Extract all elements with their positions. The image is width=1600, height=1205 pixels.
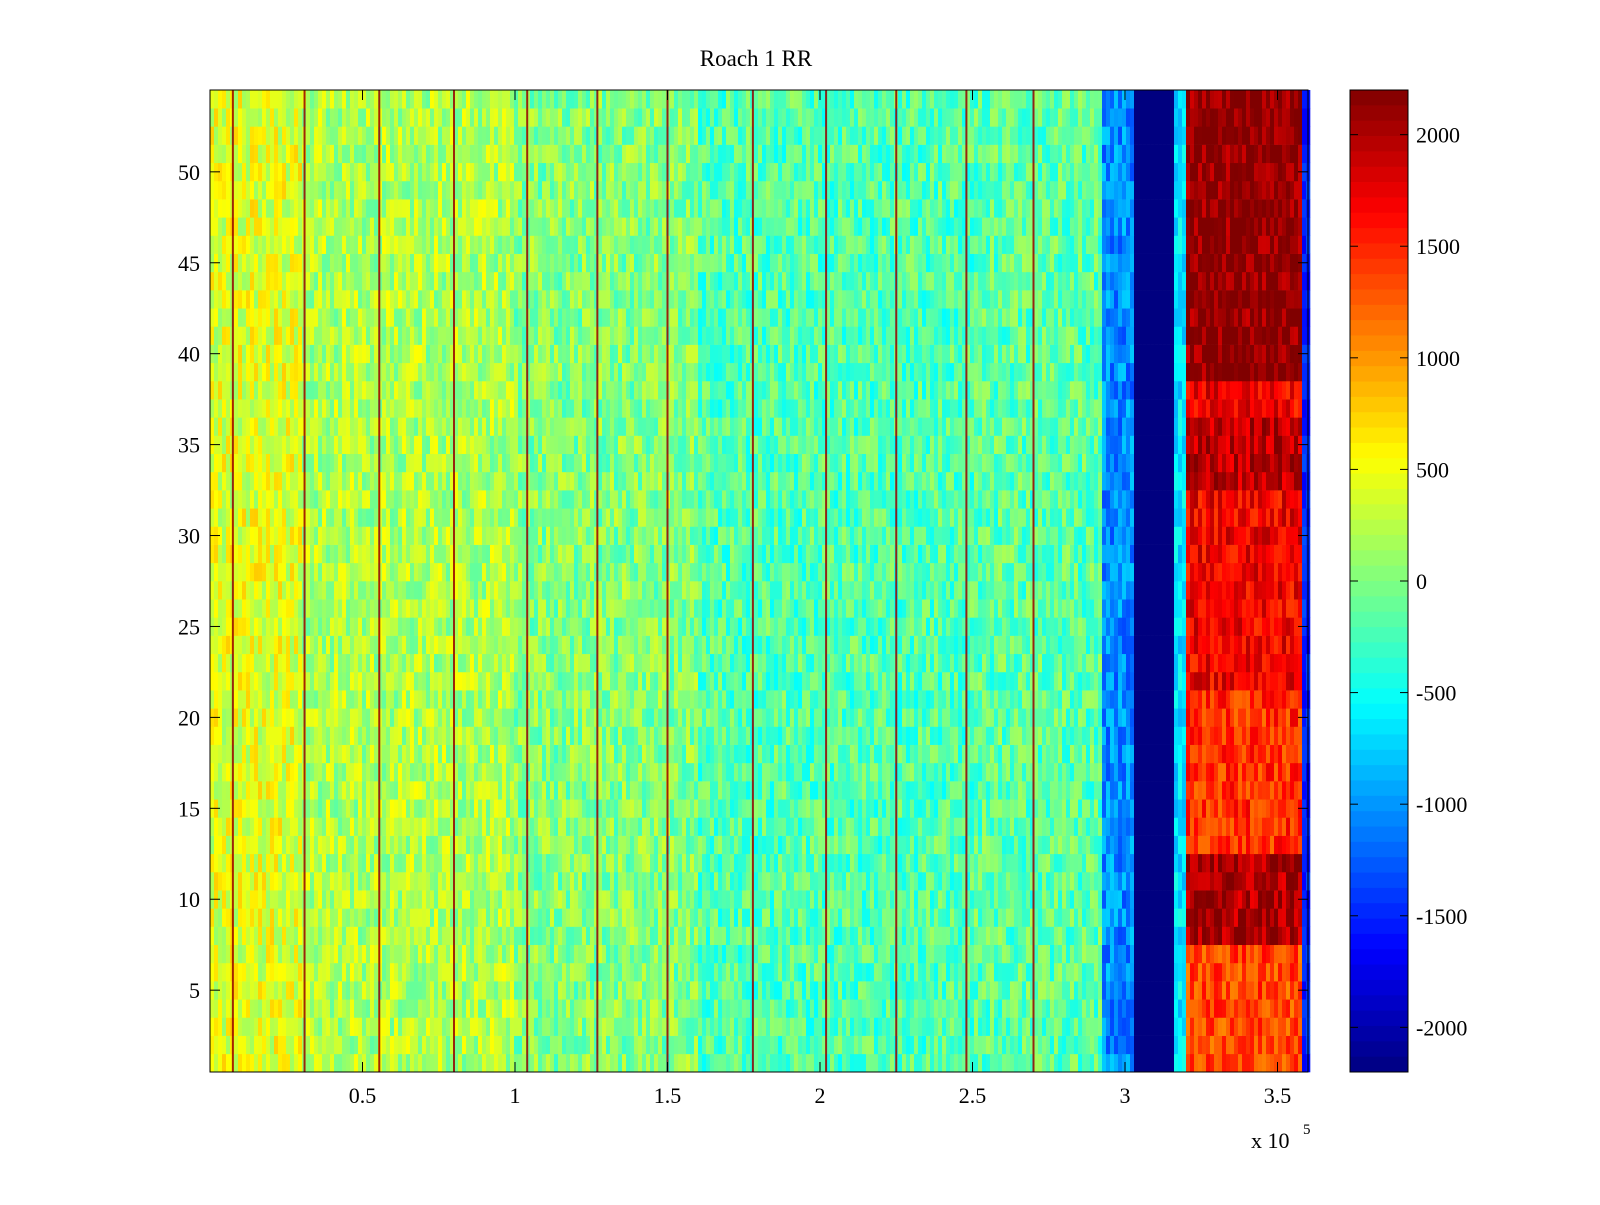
colorbar	[1350, 90, 1408, 1072]
x-multiplier-exponent: 5	[1303, 1122, 1311, 1138]
y-tick-label: 15	[178, 796, 200, 821]
x-tick-label: 1.5	[654, 1083, 682, 1108]
x-tick-label: 3.5	[1264, 1083, 1292, 1108]
x-tick-label: 2	[815, 1083, 826, 1108]
x-tick-label: 3	[1120, 1083, 1131, 1108]
x-tick-label: 0.5	[349, 1083, 377, 1108]
colorbar-tick-label: 2000	[1416, 123, 1460, 148]
colorbar-tick-label: 500	[1416, 457, 1449, 482]
x-multiplier-label: x 10	[1251, 1128, 1290, 1153]
heatmap-cells	[210, 90, 1310, 1072]
x-tick-label: 2.5	[959, 1083, 987, 1108]
y-tick-label: 50	[178, 160, 200, 185]
colorbar-tick-label: -1000	[1416, 792, 1467, 817]
y-tick-label: 10	[178, 887, 200, 912]
colorbar-tick-label: -1500	[1416, 904, 1467, 929]
colorbar-tick-label: -500	[1416, 681, 1456, 706]
y-tick-label: 30	[178, 524, 200, 549]
colorbar-tick-label: 0	[1416, 569, 1427, 594]
y-tick-label: 5	[189, 978, 200, 1003]
y-tick-label: 40	[178, 342, 200, 367]
y-tick-label: 35	[178, 433, 200, 458]
y-tick-label: 45	[178, 251, 200, 276]
chart-title: Roach 1 RR	[700, 46, 813, 71]
colorbar-tick-label: -2000	[1416, 1015, 1467, 1040]
colorbar-tick-label: 1500	[1416, 234, 1460, 259]
y-tick-label: 25	[178, 614, 200, 639]
y-tick-label: 20	[178, 705, 200, 730]
colorbar-tick-label: 1000	[1416, 346, 1460, 371]
x-tick-label: 1	[510, 1083, 521, 1108]
